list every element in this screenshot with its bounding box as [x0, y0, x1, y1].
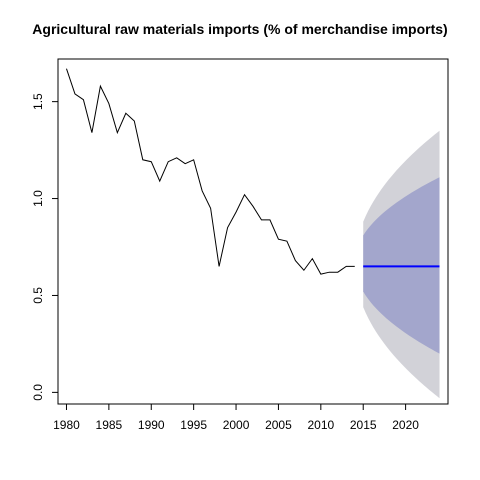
x-tick-label: 2000 — [223, 418, 250, 432]
forecast-intervals — [363, 130, 440, 399]
x-tick-label: 2015 — [350, 418, 377, 432]
series-line-0 — [66, 68, 355, 275]
y-tick-label: 1.0 — [31, 190, 45, 207]
y-tick-label: 0.0 — [31, 384, 45, 401]
x-tick-label: 2020 — [392, 418, 419, 432]
x-tick-label: 2010 — [307, 418, 334, 432]
x-tick-label: 1985 — [96, 418, 123, 432]
y-axis: 0.0 0.5 1.0 1.5 — [31, 93, 59, 401]
y-tick-label: 0.5 — [31, 287, 45, 304]
x-tick-label: 1980 — [53, 418, 80, 432]
x-tick-label: 2005 — [265, 418, 292, 432]
x-tick-label: 1995 — [180, 418, 207, 432]
series-layer — [66, 68, 440, 275]
x-axis: 1980 1985 1990 1995 2000 2005 2010 2015 2020 — [53, 403, 419, 432]
y-tick-label: 1.5 — [31, 93, 45, 110]
x-tick-label: 1990 — [138, 418, 165, 432]
chart-title: Agricultural raw materials imports (% of… — [32, 21, 448, 37]
